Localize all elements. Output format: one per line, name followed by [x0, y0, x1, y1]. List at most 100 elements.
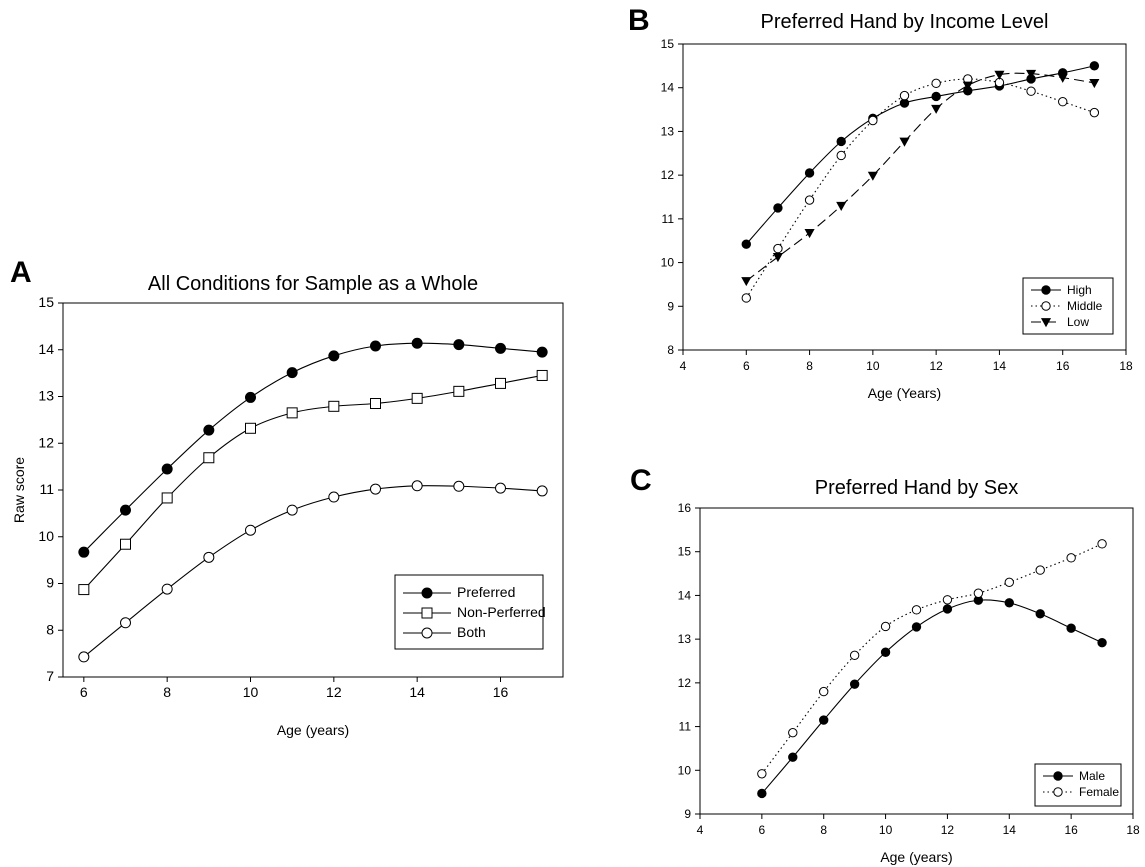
- data-point-male: [1066, 623, 1076, 633]
- legend-box: [1034, 763, 1122, 807]
- data-point-both: [78, 651, 90, 663]
- data-point-female: [788, 727, 798, 738]
- data-point-low: [1026, 69, 1037, 79]
- legend-marker: [1041, 285, 1051, 295]
- data-point-both: [245, 524, 256, 536]
- x-tick-label: 6: [80, 684, 88, 700]
- data-point-low: [931, 104, 942, 114]
- x-tick-label: 8: [806, 359, 813, 373]
- y-tick-label: 13: [678, 632, 692, 646]
- data-point-both: [120, 617, 131, 629]
- data-point-both: [370, 483, 381, 495]
- y-tick-label: 12: [38, 434, 54, 450]
- data-point-both: [411, 480, 423, 492]
- data-point-non-perferred: [536, 369, 548, 381]
- data-point-preferred: [286, 367, 298, 379]
- data-point-high: [773, 203, 783, 213]
- x-tick-label: 14: [1003, 823, 1017, 837]
- x-tick-label: 4: [680, 359, 687, 373]
- data-point-non-perferred: [453, 385, 465, 397]
- data-point-preferred: [120, 504, 131, 516]
- data-point-male: [1097, 637, 1107, 648]
- legend-marker: [1053, 787, 1063, 797]
- y-tick-label: 7: [46, 668, 54, 684]
- x-axis-label: Age (Years): [868, 385, 941, 401]
- data-point-male: [1004, 598, 1014, 608]
- series-line-female: [761, 543, 1103, 775]
- legend-marker: [1053, 771, 1063, 781]
- x-tick-label: 18: [1119, 359, 1133, 373]
- data-point-middle: [773, 243, 783, 254]
- legend-label: High: [1067, 283, 1092, 297]
- panel-label: A: [10, 256, 32, 289]
- y-tick-label: 8: [46, 621, 54, 637]
- chart-panel-b: B Preferred Hand by Income Level 4 6 8 10 12 14…: [628, 4, 1133, 401]
- legend-label: Low: [1067, 315, 1089, 329]
- data-point-both: [453, 480, 465, 492]
- legend-marker: [1040, 318, 1052, 328]
- chart-title: All Conditions for Sample as a Whole: [148, 273, 478, 295]
- x-tick-label: 12: [326, 684, 342, 700]
- data-point-male: [788, 752, 798, 762]
- data-point-female: [1097, 539, 1107, 549]
- data-point-middle: [899, 90, 910, 101]
- data-point-both: [536, 485, 548, 497]
- x-tick-label: 10: [243, 684, 259, 700]
- data-point-middle: [931, 78, 941, 89]
- y-tick-label: 13: [661, 124, 675, 138]
- data-point-non-perferred: [203, 452, 215, 464]
- data-point-non-perferred: [78, 584, 90, 596]
- x-tick-label: 16: [493, 684, 509, 700]
- legend-label: Preferred: [457, 584, 515, 600]
- data-point-female: [973, 588, 984, 598]
- data-point-female: [849, 650, 860, 661]
- data-point-low: [836, 201, 847, 211]
- legend-box: [1022, 277, 1114, 335]
- data-point-male: [819, 715, 829, 725]
- x-tick-label: 18: [1126, 823, 1140, 837]
- y-tick-label: 15: [38, 294, 54, 310]
- x-tick-label: 10: [866, 359, 880, 373]
- y-tick-label: 10: [38, 528, 54, 544]
- data-point-both: [203, 551, 215, 563]
- data-point-non-perferred: [120, 538, 131, 550]
- data-point-low: [804, 228, 815, 239]
- y-tick-label: 11: [662, 212, 675, 226]
- x-tick-label: 16: [1064, 823, 1078, 837]
- y-tick-label: 9: [46, 575, 54, 591]
- y-tick-label: 9: [684, 807, 691, 821]
- data-point-preferred: [495, 342, 506, 354]
- x-tick-label: 12: [929, 359, 943, 373]
- y-tick-label: 10: [678, 763, 692, 777]
- legend-label: Both: [457, 624, 486, 640]
- y-tick-label: 12: [678, 676, 692, 690]
- data-point-male: [880, 647, 891, 657]
- y-tick-label: 8: [667, 343, 674, 357]
- legend-marker: [421, 587, 433, 599]
- data-point-middle: [1089, 107, 1100, 118]
- data-point-low: [1089, 79, 1100, 89]
- data-point-female: [1066, 553, 1076, 563]
- y-tick-label: 14: [661, 81, 675, 95]
- data-point-low: [899, 137, 910, 147]
- y-tick-label: 11: [679, 720, 692, 734]
- data-point-male: [1035, 609, 1045, 619]
- data-point-non-perferred: [370, 398, 381, 410]
- data-point-low: [1057, 73, 1068, 83]
- data-point-preferred: [78, 546, 90, 558]
- data-point-middle: [836, 150, 846, 161]
- data-point-non-perferred: [411, 392, 423, 404]
- panel-label: B: [628, 4, 650, 37]
- data-point-high: [1089, 61, 1100, 71]
- data-point-both: [328, 491, 340, 503]
- x-axis-label: Age (years): [277, 722, 349, 738]
- data-point-middle: [868, 115, 878, 126]
- data-point-female: [880, 621, 891, 632]
- data-point-female: [757, 769, 767, 779]
- x-tick-label: 10: [879, 823, 893, 837]
- data-point-male: [757, 788, 767, 799]
- x-tick-label: 12: [941, 823, 955, 837]
- x-tick-label: 16: [1056, 359, 1070, 373]
- y-tick-label: 11: [39, 481, 54, 497]
- y-tick-label: 15: [661, 37, 675, 51]
